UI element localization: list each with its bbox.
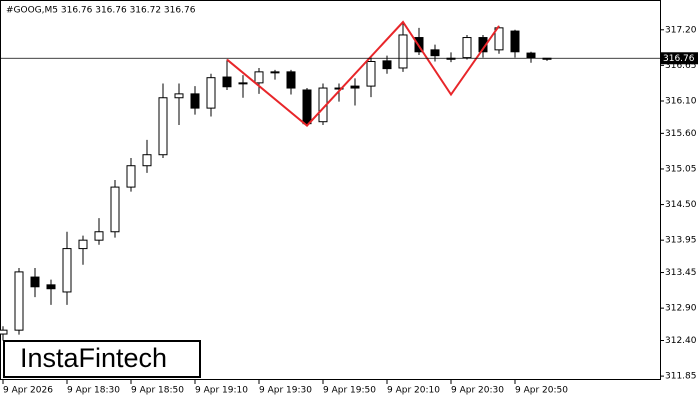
candle-body	[142, 154, 152, 167]
pattern-line	[226, 20, 500, 127]
candle-body	[430, 49, 440, 57]
candle-body	[254, 71, 264, 84]
last-price-label: 316.76	[663, 54, 695, 64]
candle-body	[398, 34, 408, 69]
candle-body	[334, 87, 344, 90]
y-tick-label: 315.05	[665, 164, 697, 174]
candle-body	[526, 52, 536, 59]
plot-frame	[0, 0, 661, 380]
candle-body	[350, 85, 360, 89]
candle-body	[46, 284, 56, 290]
y-tick-label: 313.45	[665, 268, 697, 278]
x-tick-label: 9 Apr 18:30	[67, 386, 120, 396]
y-tick-label: 316.10	[665, 96, 697, 106]
candle-body	[270, 71, 280, 74]
candle-body	[110, 186, 120, 233]
candle-body	[174, 93, 184, 99]
y-tick-label: 315.60	[665, 129, 697, 139]
logo-box	[3, 340, 201, 378]
x-tick-label: 9 Apr 19:30	[259, 386, 312, 396]
candle-body	[14, 271, 24, 331]
candle-body	[78, 239, 88, 250]
candle-body	[494, 27, 504, 51]
candle-body	[0, 329, 8, 335]
candle-body	[158, 97, 168, 156]
candle-body	[62, 248, 72, 293]
x-tick-label: 9 Apr 19:10	[195, 386, 248, 396]
candle-body	[302, 89, 312, 125]
candle-body	[206, 77, 216, 109]
x-tick-label: 9 Apr 2026	[3, 386, 53, 396]
x-tick-label: 9 Apr 19:50	[323, 386, 376, 396]
logo: InstaFintech	[20, 343, 167, 373]
y-tick-label: 314.50	[665, 200, 697, 210]
y-tick-label: 317.20	[665, 25, 697, 35]
candle-body	[126, 165, 136, 188]
candle-body	[222, 76, 232, 88]
candle-body	[510, 30, 520, 53]
candle-body	[286, 71, 296, 89]
candle-body	[190, 93, 200, 109]
candle-body	[366, 60, 376, 87]
candle-body	[462, 37, 472, 59]
x-tick-label: 9 Apr 18:50	[131, 386, 184, 396]
chart-title: #GOOG,M5 316.76 316.76 316.72 316.76	[6, 6, 196, 16]
candle-body	[94, 231, 104, 241]
last-price-box	[660, 52, 698, 65]
y-tick-label: 312.40	[665, 336, 697, 346]
candle-body	[238, 82, 248, 85]
x-tick-label: 9 Apr 20:30	[451, 386, 504, 396]
y-tick-label: 316.65	[665, 61, 697, 71]
y-tick-label: 311.85	[665, 372, 697, 382]
y-tick-label: 312.90	[665, 304, 697, 314]
y-tick-label: 313.95	[665, 236, 697, 246]
x-tick-label: 9 Apr 20:50	[515, 386, 568, 396]
candle-body	[382, 60, 392, 70]
x-tick-label: 9 Apr 20:10	[387, 386, 440, 396]
candle-body	[30, 276, 40, 288]
